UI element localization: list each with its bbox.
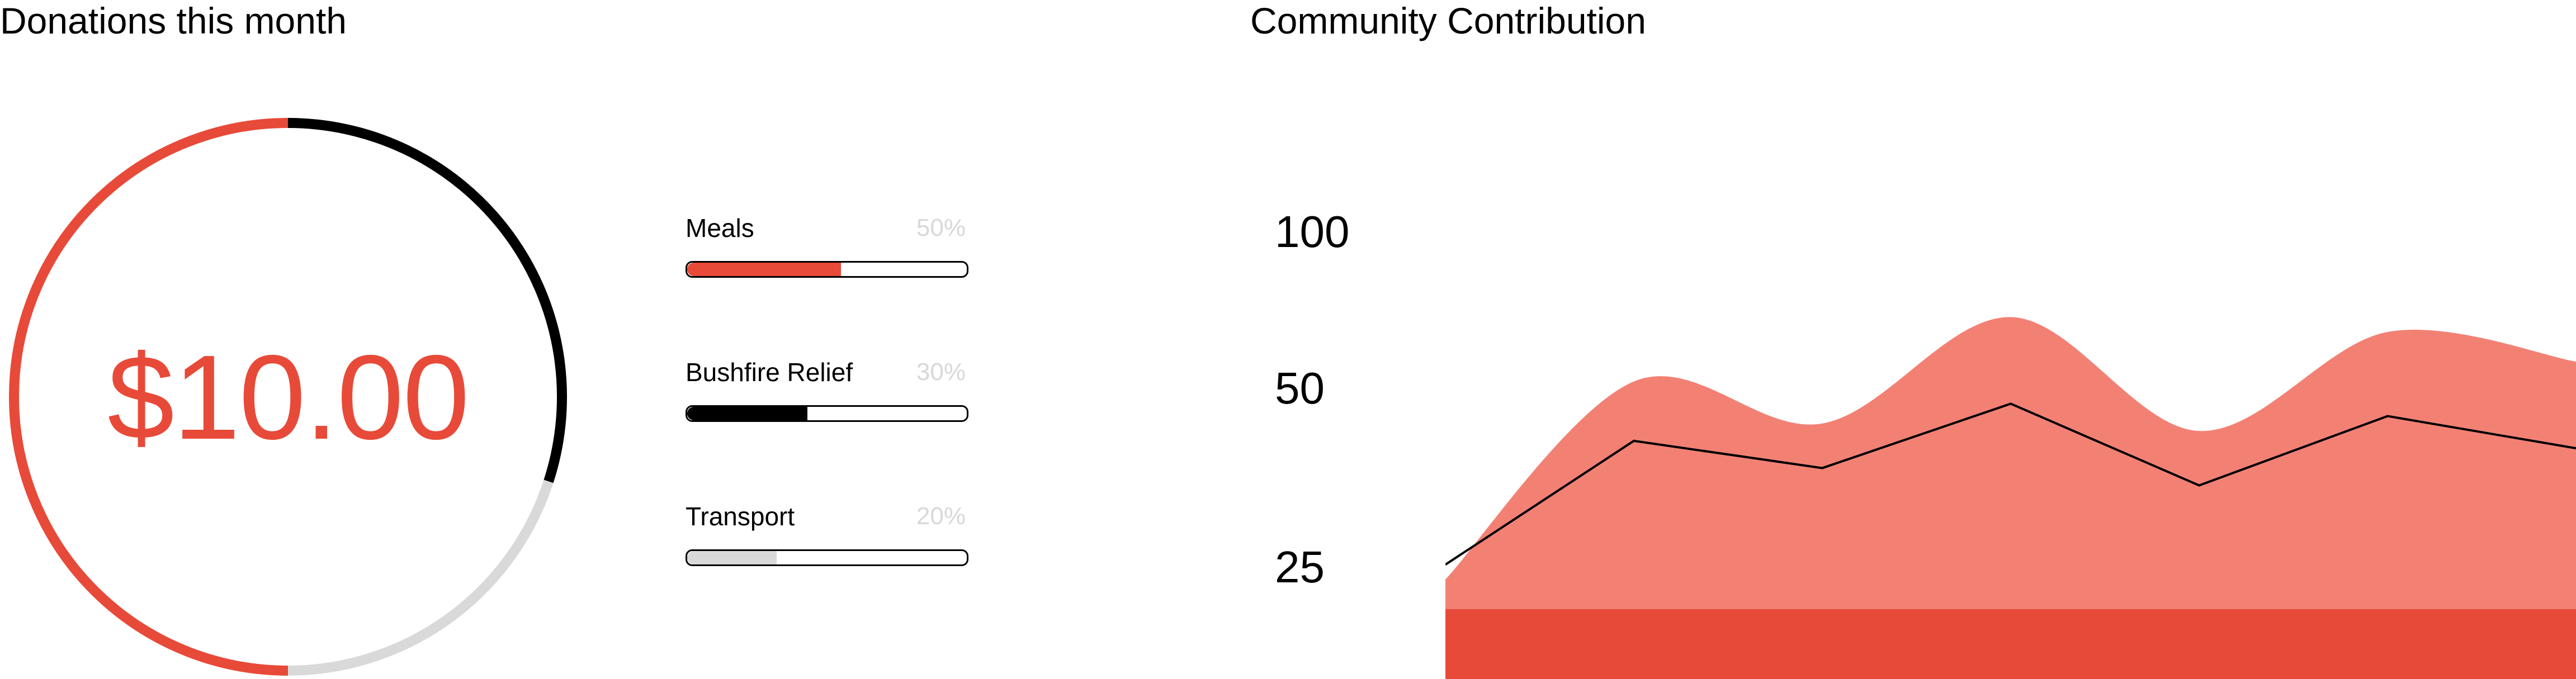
breakdown-label: Bushfire Relief xyxy=(686,358,853,387)
donations-title: Donations this month xyxy=(0,0,347,41)
progress-fill xyxy=(687,407,807,420)
breakdown-label: Transport xyxy=(686,502,795,531)
progress-fill xyxy=(687,551,777,564)
donut-segment-bushfire-relief xyxy=(287,118,567,483)
progress-bar xyxy=(686,261,968,278)
donut-segment-meals xyxy=(9,118,289,676)
community-title: Community Contribution xyxy=(1250,0,1646,41)
breakdown-percent: 20% xyxy=(916,502,966,530)
breakdown-percent: 30% xyxy=(916,358,966,386)
y-tick-label: 25 xyxy=(1275,542,1325,592)
breakdown-item-bushfire-relief: Bushfire Relief 30% xyxy=(686,357,968,501)
progress-bar xyxy=(686,549,968,566)
donut-segment-transport xyxy=(287,479,554,676)
area-base-band xyxy=(1445,609,2576,679)
donation-amount: $10.00 xyxy=(107,329,470,464)
progress-fill xyxy=(687,263,841,276)
area-chart-svg xyxy=(1445,317,2576,679)
breakdown-percent: 50% xyxy=(916,214,966,241)
progress-bar xyxy=(686,405,968,422)
community-area-chart xyxy=(1445,263,2576,679)
breakdown-item-transport: Transport 20% xyxy=(686,501,968,645)
area-series xyxy=(1445,317,2576,679)
breakdown-item-meals: Meals 50% xyxy=(686,212,968,357)
donut-chart xyxy=(9,118,567,676)
breakdown-label: Meals xyxy=(686,213,754,243)
y-tick-label: 50 xyxy=(1275,363,1325,413)
y-tick-label: 100 xyxy=(1275,207,1350,257)
donation-breakdown: Meals 50% Bushfire Relief 30% Transport … xyxy=(686,212,968,645)
donations-donut: $10.00 xyxy=(6,115,570,679)
